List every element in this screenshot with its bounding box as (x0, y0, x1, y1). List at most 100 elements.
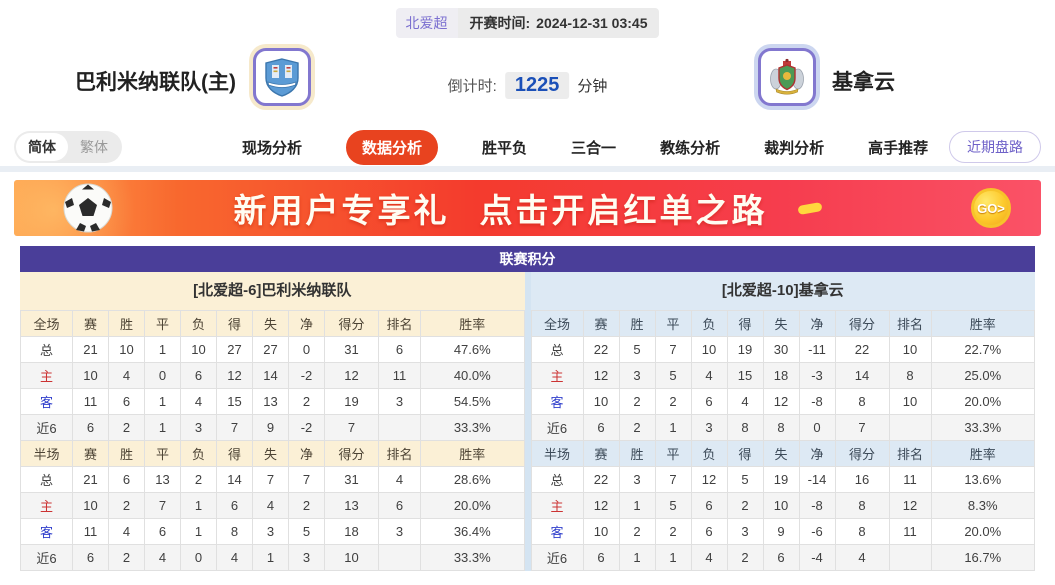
stat-cell: 8 (834, 492, 890, 519)
stat-cell: 3 (252, 518, 289, 545)
row-label: 总 (20, 466, 73, 493)
row-label: 近6 (530, 414, 584, 441)
stat-cell: 10 (72, 492, 109, 519)
tab-三合一[interactable]: 三合一 (571, 139, 617, 157)
home-team-name: 巴利米纳联队(主) (75, 71, 236, 94)
stat-cell: 4 (108, 362, 145, 389)
column-header: 半场 (20, 440, 73, 467)
column-header: 净 (798, 440, 836, 467)
home-team-stats-panel: [北爱超-6]巴利米纳联队 全场赛胜平负得失净得分 排名 胜率总 21 10 1 10 27 2… (20, 272, 525, 571)
stat-cell: 10 (72, 362, 109, 389)
stat-cell: 12 (324, 362, 379, 389)
stat-cell: 6 (72, 544, 109, 571)
go-button[interactable]: GO> (971, 188, 1011, 228)
stat-cell: 12 (216, 362, 253, 389)
lang-traditional[interactable]: 繁体 (80, 139, 108, 155)
tab-胜平负[interactable]: 胜平负 (482, 139, 528, 157)
countdown-value: 1225 (504, 72, 570, 99)
stat-cell: 22 (834, 336, 890, 363)
stat-cell: -14 (798, 466, 836, 493)
recent-handicap-button[interactable]: 近期盘路 (949, 131, 1041, 163)
column-header: 排名 (378, 440, 421, 467)
stat-cell: 13.6% (930, 466, 1035, 493)
stat-cell: 12 (888, 492, 932, 519)
stat-cell: 40.0% (420, 362, 525, 389)
column-header: 胜 (618, 310, 656, 337)
tab-现场分析[interactable]: 现场分析 (242, 139, 303, 157)
stat-cell: 2 (108, 492, 145, 519)
tab-裁判分析[interactable]: 裁判分析 (764, 139, 825, 157)
countdown-unit: 分钟 (577, 78, 608, 95)
stat-cell: 10 (582, 388, 620, 415)
column-header: 赛 (582, 440, 620, 467)
stat-cell: 2 (618, 518, 656, 545)
stat-cell: 6 (216, 492, 253, 519)
stat-cell: 1 (180, 518, 217, 545)
language-toggle[interactable]: 简体 繁体 (14, 131, 122, 163)
stat-cell: 2 (108, 414, 145, 441)
table-row: 总 21 10 1 10 27 27 0 31 6 47.6% (20, 336, 525, 363)
column-header: 赛 (72, 440, 109, 467)
stat-cell: 4 (690, 544, 728, 571)
stat-cell: 8 (726, 414, 764, 441)
stat-cell: 11 (888, 466, 932, 493)
table-row: 主 10 2 7 1 6 4 2 13 6 20.0% (20, 492, 525, 519)
away-team-stats-panel: [北爱超-10]基拿云 全场赛胜平负得失净得分 排名 胜率总 22 5 7 10 19 30 -1… (530, 272, 1035, 571)
stat-cell: -8 (798, 388, 836, 415)
stat-cell: 3 (690, 414, 728, 441)
stat-cell: 3 (378, 518, 421, 545)
row-label: 近6 (20, 414, 73, 441)
stat-cell: 12 (582, 362, 620, 389)
stat-cell (378, 544, 421, 571)
promo-banner[interactable]: 新用户专享礼 点击开启红单之路 GO> (14, 180, 1041, 236)
table-row: 近6 6 2 4 0 4 1 3 10 33.3% (20, 544, 525, 571)
stat-cell: 22.7% (930, 336, 1035, 363)
stat-cell: 15 (726, 362, 764, 389)
stat-cell: 1 (618, 544, 656, 571)
stat-cell: 30 (762, 336, 800, 363)
stat-cell: 12 (762, 388, 800, 415)
column-header: 排名 (888, 310, 932, 337)
stat-cell: -11 (798, 336, 836, 363)
stat-cell: 6 (690, 492, 728, 519)
league-points-title: 联赛积分 (20, 246, 1035, 272)
stat-cell: 7 (654, 336, 692, 363)
column-header: 胜率 (930, 310, 1035, 337)
row-label: 总 (530, 466, 584, 493)
column-header: 半场 (530, 440, 584, 467)
table-row: 主 12 1 5 6 2 10 -8 8 12 8.3% (530, 492, 1035, 519)
stat-cell: 1 (252, 544, 289, 571)
stat-cell: 6 (582, 414, 620, 441)
stat-cell: 7 (216, 414, 253, 441)
table-row: 总 22 3 7 12 5 19 -14 16 11 13.6% (530, 466, 1035, 493)
stat-cell: 10 (324, 544, 379, 571)
stat-cell: 19 (726, 336, 764, 363)
table-row: 主 10 4 0 6 12 14 -2 12 11 40.0% (20, 362, 525, 389)
kickoff-time: 开赛时间: 2024-12-31 03:45 (457, 8, 660, 38)
away-team-name: 基拿云 (832, 71, 895, 94)
row-label: 客 (20, 388, 73, 415)
countdown-label: 倒计时: (447, 78, 497, 95)
lang-simplified[interactable]: 简体 (16, 133, 68, 161)
column-header: 净 (798, 310, 836, 337)
stat-cell (888, 414, 932, 441)
column-header: 得分 (324, 440, 379, 467)
stat-cell: 20.0% (930, 518, 1035, 545)
tab-数据分析[interactable]: 数据分析 (346, 129, 439, 165)
stat-cell: 14 (834, 362, 890, 389)
stat-cell: 2 (726, 544, 764, 571)
stat-cell: 54.5% (420, 388, 525, 415)
stat-cell: 4 (726, 388, 764, 415)
stat-cell: 0 (180, 544, 217, 571)
column-header: 得分 (834, 440, 890, 467)
stat-cell: 3 (180, 414, 217, 441)
stat-cell: 6 (144, 518, 181, 545)
table-row: 客 10 2 2 6 4 12 -8 8 10 20.0% (530, 388, 1035, 415)
column-header: 胜 (108, 310, 145, 337)
stat-cell: 9 (762, 518, 800, 545)
column-header: 失 (252, 440, 289, 467)
stat-cell: 10 (108, 336, 145, 363)
home-stats-table: 全场赛胜平负得失净得分 排名 胜率总 21 10 1 10 27 27 0 31 6 47.6% 主 10 4… (20, 310, 525, 571)
tab-教练分析[interactable]: 教练分析 (660, 139, 721, 157)
tab-高手推荐[interactable]: 高手推荐 (868, 139, 929, 157)
